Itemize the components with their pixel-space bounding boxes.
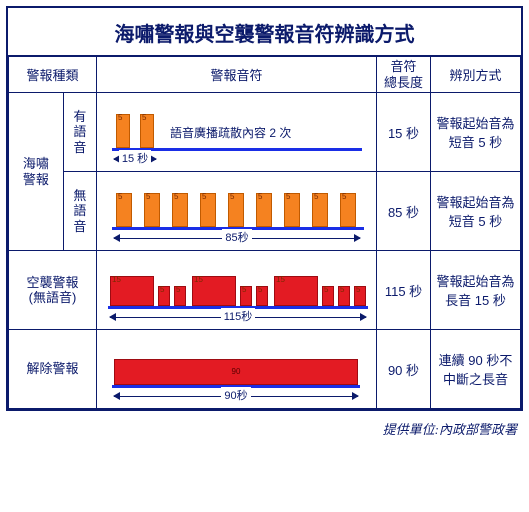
table-row: 海嘯警報 有語音 55語音廣播疏散內容 2 次15 秒 15 秒 警報起始音為短…: [9, 93, 521, 172]
dimension-label: 85秒: [222, 229, 251, 245]
dimension-label: 15 秒: [119, 150, 151, 166]
tone-bar: 90: [114, 359, 358, 385]
id-cell: 連續 90 秒不中斷之長音: [431, 330, 521, 409]
len-cell: 85 秒: [377, 172, 431, 251]
tone-bar-label: 5: [342, 193, 346, 201]
tone-bar-label: 5: [314, 193, 318, 201]
tone-bar-label: 15: [276, 276, 285, 284]
tone-bar-label: 5: [242, 286, 246, 294]
pulse-chart: 5 5 5 5 5 5 5 5 5 85秒: [100, 174, 373, 248]
type-tsunami: 海嘯警報: [9, 93, 64, 251]
tone-bar-label: 5: [142, 114, 146, 122]
tone-bar-label: 5: [286, 193, 290, 201]
tone-bar-label: 5: [118, 114, 122, 122]
table-row: 空襲警報(無語音) 15 5 5 15 5 5 15 5 5 5 115秒 115 秒 警報起始音為…: [9, 251, 521, 330]
chart-cell: 5 5 5 5 5 5 5 5 5 85秒: [97, 172, 377, 251]
tone-bar: 5: [340, 193, 356, 227]
alarm-table: 警報種類 警報音符 音符總長度 辨別方式 海嘯警報 有語音 5 5 語音廣播疏散內容…: [8, 56, 521, 409]
hdr-chart: 警報音符: [97, 57, 377, 93]
len-cell: 90 秒: [377, 330, 431, 409]
dimension-line: 85秒: [114, 232, 360, 246]
diagram-title: 海嘯警報與空襲警報音符辨識方式: [8, 8, 521, 56]
dimension-label: 90秒: [221, 387, 250, 403]
chart-cell: 90 90秒: [97, 330, 377, 409]
hdr-length: 音符總長度: [377, 57, 431, 93]
tone-bar: 5: [256, 286, 268, 306]
tone-bar: 5: [200, 193, 216, 227]
tone-bar-label: 15: [112, 276, 121, 284]
tone-bar: 5: [140, 114, 154, 148]
tone-bar-label: 90: [115, 368, 357, 376]
tone-bar-label: 5: [340, 286, 344, 294]
overlay-text: 語音廣播疏散內容 2 次: [170, 124, 291, 141]
len-cell: 115 秒: [377, 251, 431, 330]
dimension-label: 115秒: [221, 308, 256, 324]
tone-bar: 15: [192, 276, 236, 306]
hdr-type: 警報種類: [9, 57, 97, 93]
id-cell: 警報起始音為長音 15 秒: [431, 251, 521, 330]
tone-bar-label: 5: [258, 193, 262, 201]
pulse-chart: 5 5 語音廣播疏散內容 2 次 15 秒: [100, 95, 373, 169]
tone-bar-label: 5: [146, 193, 150, 201]
dimension-line: 15 秒: [114, 153, 156, 167]
pulse-chart: 90 90秒: [100, 332, 373, 406]
tone-bar-label: 5: [324, 286, 328, 294]
tone-bar: 5: [240, 286, 252, 306]
tone-bar-label: 5: [174, 193, 178, 201]
type-allclear: 解除警報: [9, 330, 97, 409]
tone-bar: 5: [144, 193, 160, 227]
tone-bar: 5: [172, 193, 188, 227]
chart-cell: 5 5 語音廣播疏散內容 2 次 15 秒: [97, 93, 377, 172]
tone-bar: 5: [228, 193, 244, 227]
hdr-identify: 辨別方式: [431, 57, 521, 93]
tone-bar: 5: [338, 286, 350, 306]
table-row: 解除警報 90 90秒 90 秒 連續 90 秒不中斷之長音: [9, 330, 521, 409]
tone-bar: 5: [256, 193, 272, 227]
len-cell: 15 秒: [377, 93, 431, 172]
tone-bar: 5: [312, 193, 328, 227]
tone-bar-label: 5: [230, 193, 234, 201]
chart-cell: 15 5 5 15 5 5 15 5 5 5 115秒: [97, 251, 377, 330]
pulse-chart: 15 5 5 15 5 5 15 5 5 5 115秒: [100, 253, 373, 327]
tone-bar: 5: [116, 193, 132, 227]
header-row: 警報種類 警報音符 音符總長度 辨別方式: [9, 57, 521, 93]
tone-bar: 5: [284, 193, 300, 227]
tone-bar-label: 5: [160, 286, 164, 294]
id-cell: 警報起始音為短音 5 秒: [431, 172, 521, 251]
id-cell: 警報起始音為短音 5 秒: [431, 93, 521, 172]
tone-bar: 15: [274, 276, 318, 306]
tone-bar: 5: [158, 286, 170, 306]
tone-bar: 5: [354, 286, 366, 306]
tone-bar-label: 5: [356, 286, 360, 294]
tone-bar-label: 5: [118, 193, 122, 201]
tone-bar-label: 5: [176, 286, 180, 294]
tone-bar-label: 5: [258, 286, 262, 294]
tone-bar-label: 5: [202, 193, 206, 201]
type-airraid: 空襲警報(無語音): [9, 251, 97, 330]
tone-bar-label: 15: [194, 276, 203, 284]
sub-novoice: 無語音: [63, 172, 96, 251]
diagram-frame: 海嘯警報與空襲警報音符辨識方式 警報種類 警報音符 音符總長度 辨別方式 海嘯警…: [6, 6, 523, 411]
dimension-line: 90秒: [114, 390, 358, 404]
credit-line: 提供單位:內政部警政署: [6, 411, 523, 438]
tone-bar: 5: [174, 286, 186, 306]
tone-bar: 5: [322, 286, 334, 306]
tone-bar: 15: [110, 276, 154, 306]
table-row: 無語音 5 5 5 5 5 5 5 5 5 85秒 85 秒 警報起始音為短音 5 秒: [9, 172, 521, 251]
tone-bar: 5: [116, 114, 130, 148]
dimension-line: 115秒: [110, 311, 366, 325]
sub-voice: 有語音: [63, 93, 96, 172]
